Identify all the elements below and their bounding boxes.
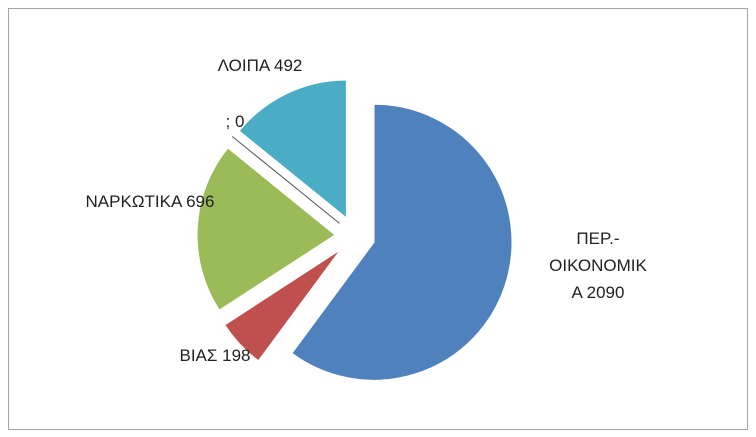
pie-slice	[196, 147, 336, 311]
pie-slice	[291, 103, 513, 381]
data-label: ; 0	[225, 112, 245, 131]
pie-slice	[224, 249, 341, 362]
data-label: ΒΙΑΣ 198	[179, 346, 251, 365]
data-label: ΠΕΡ.-ΟΙΚΟΝΟΜΙΚΑ 2090	[549, 229, 647, 302]
pie-slice	[238, 79, 347, 219]
data-label: ΛΟΙΠΑ 492	[217, 56, 303, 75]
pie-slice	[231, 136, 340, 224]
data-label: ΝΑΡΚΩΤΙΚΑ 696	[85, 192, 215, 211]
